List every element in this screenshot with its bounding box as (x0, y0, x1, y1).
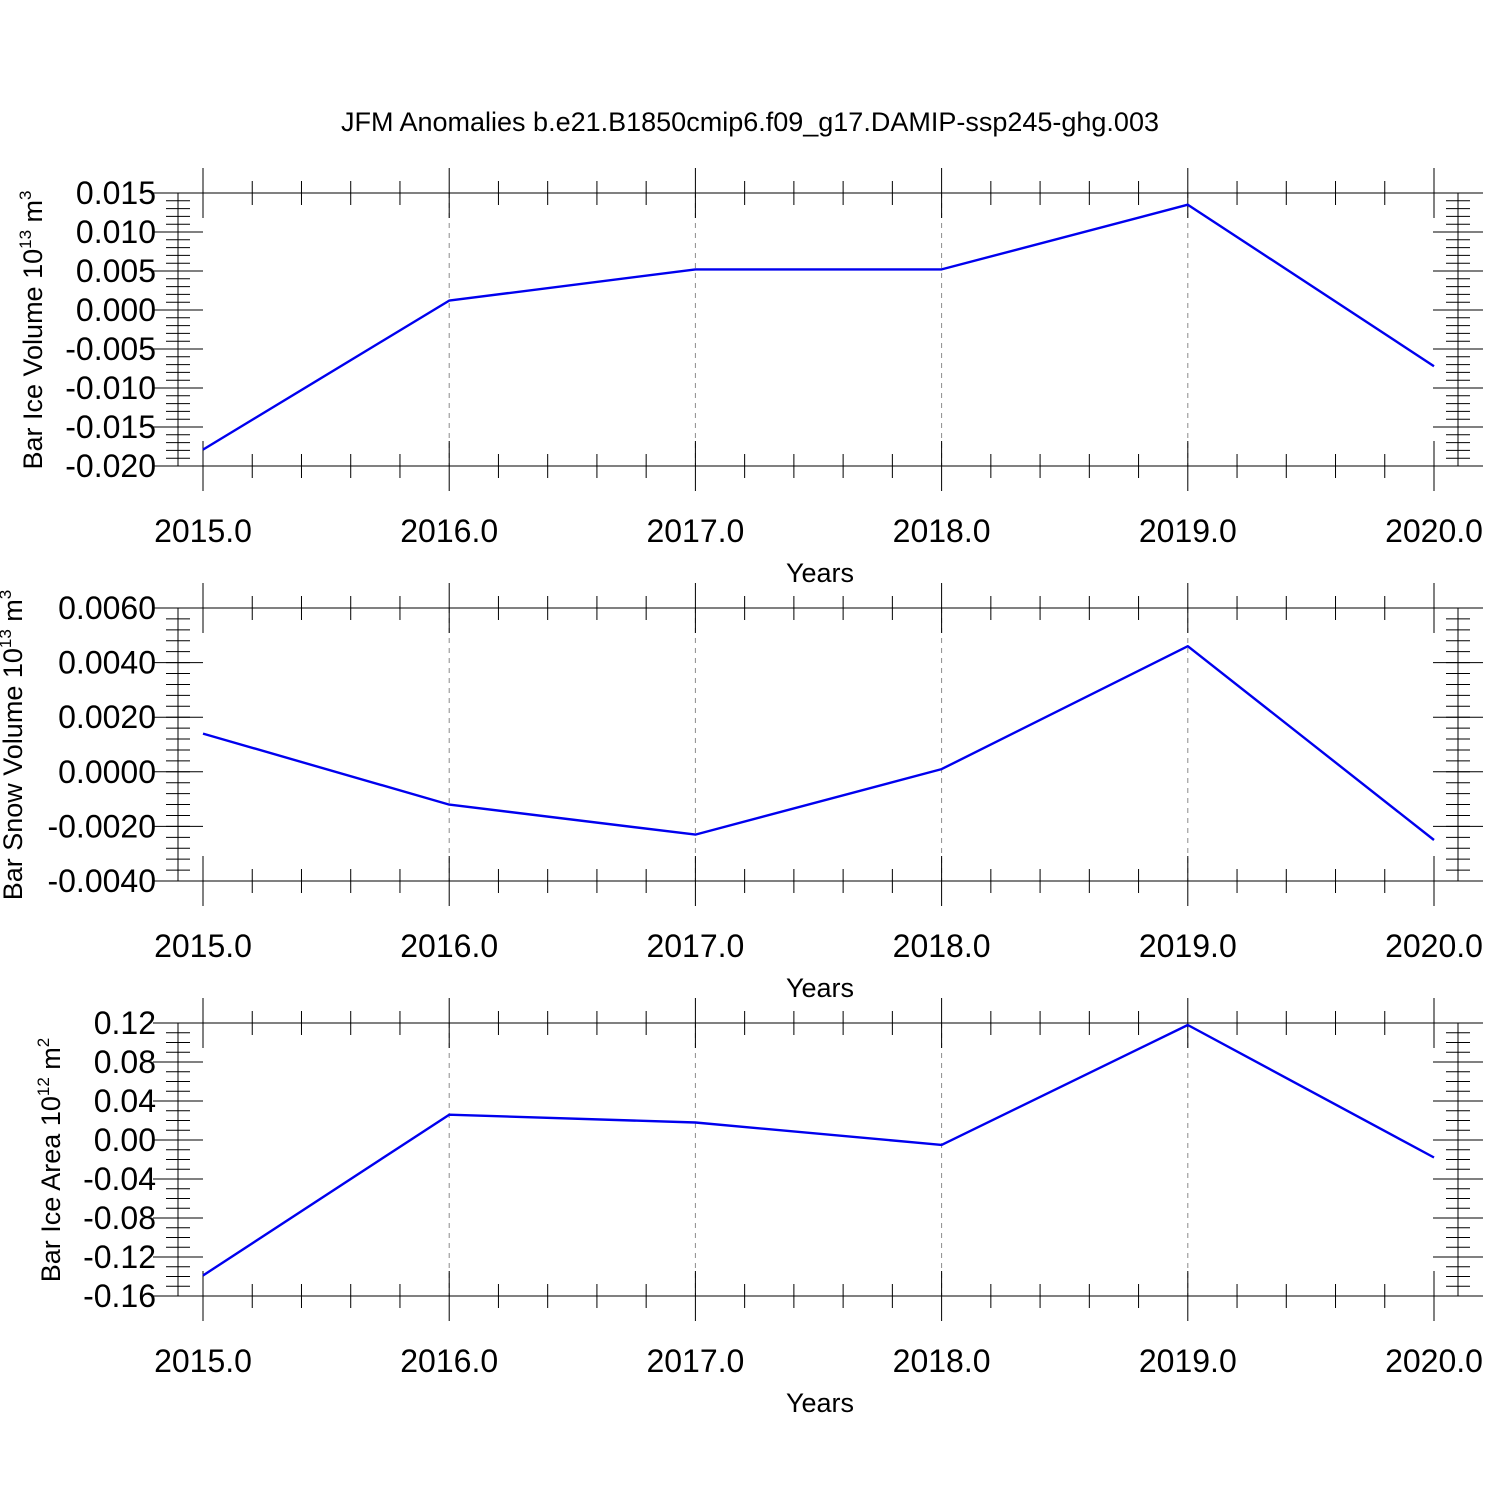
y-tick-label: 0.0020 (58, 699, 156, 735)
x-tick-label: 2017.0 (646, 928, 744, 964)
y-tick-label: -0.015 (65, 409, 156, 445)
y-tick-label: 0.015 (76, 175, 156, 211)
data-point (940, 1143, 944, 1147)
y-tick-label: -0.12 (83, 1239, 156, 1275)
x-tick-label: 2020.0 (1385, 928, 1483, 964)
x-tick-label: 2016.0 (400, 928, 498, 964)
y-tick-label: 0.08 (94, 1044, 156, 1080)
data-point (201, 448, 205, 452)
x-axis-label-ice-area: Years (786, 1388, 854, 1418)
x-tick-label: 2016.0 (400, 1343, 498, 1379)
data-point (693, 1120, 697, 1124)
data-point (201, 1274, 205, 1278)
series-line (202, 1023, 1435, 1277)
x-tick-label: 2015.0 (154, 928, 252, 964)
y-tick-label: 0.0040 (58, 645, 156, 681)
y-tick-label: -0.08 (83, 1200, 156, 1236)
y-tick-label: 0.0060 (58, 590, 156, 626)
panel-snow-volume: Bar Snow Volume 1013 m3 Years 2015.0 2016… (0, 583, 1483, 1003)
x-tick-label: 2016.0 (400, 513, 498, 549)
data-point (447, 1113, 451, 1117)
x-tick-label: 2019.0 (1139, 928, 1237, 964)
x-tick-label: 2019.0 (1139, 513, 1237, 549)
x-tick-label: 2015.0 (154, 1343, 252, 1379)
x-axis-label-ice-volume: Years (786, 558, 854, 588)
panel-ice-volume: Bar Ice Volume 1013 m3 Years 2015.0 2016.… (16, 168, 1483, 588)
y-tick-label: -0.020 (65, 448, 156, 484)
y-tick-label: 0.04 (94, 1083, 156, 1119)
data-point (1186, 644, 1190, 648)
x-tick-label: 2020.0 (1385, 1343, 1483, 1379)
data-point (1186, 1023, 1190, 1027)
x-tick-label: 2018.0 (893, 928, 991, 964)
x-tick-label: 2019.0 (1139, 1343, 1237, 1379)
data-point (1432, 1156, 1436, 1160)
y-tick-label: 0.00 (94, 1122, 156, 1158)
data-point (940, 267, 944, 271)
y-tick-label: 0.000 (76, 292, 156, 328)
data-point (940, 767, 944, 771)
data-point (693, 267, 697, 271)
y-tick-label: 0.12 (94, 1005, 156, 1041)
x-tick-label: 2017.0 (646, 513, 744, 549)
figure-title: JFM Anomalies b.e21.B1850cmip6.f09_g17.D… (341, 107, 1159, 137)
x-tick-label: 2017.0 (646, 1343, 744, 1379)
data-point (1432, 838, 1436, 842)
y-tick-label: -0.0040 (47, 863, 156, 899)
series-line (202, 203, 1435, 451)
x-tick-label: 2015.0 (154, 513, 252, 549)
y-tick-label: -0.16 (83, 1278, 156, 1314)
y-tick-label: 0.0000 (58, 754, 156, 790)
y-tick-label: 0.005 (76, 253, 156, 289)
y-tick-label: -0.04 (83, 1161, 156, 1197)
data-point (447, 299, 451, 303)
data-point (1186, 203, 1190, 207)
y-tick-label: -0.010 (65, 370, 156, 406)
x-tick-label: 2018.0 (893, 1343, 991, 1379)
x-tick-label: 2020.0 (1385, 513, 1483, 549)
y-axis-label-ice-area: Bar Ice Area 1012 m2 (34, 1038, 66, 1283)
plot-frame (177, 1022, 1459, 1297)
y-axis-label-snow-volume: Bar Snow Volume 1013 m3 (0, 590, 28, 901)
data-point (693, 833, 697, 837)
x-axis-label-snow-volume: Years (786, 973, 854, 1003)
data-point (201, 732, 205, 736)
y-tick-label: 0.010 (76, 214, 156, 250)
data-point (447, 803, 451, 807)
y-tick-label: -0.0020 (47, 808, 156, 844)
plot-frame (177, 607, 1459, 882)
y-tick-label: -0.005 (65, 331, 156, 367)
y-axis-label-ice-volume: Bar Ice Volume 1013 m3 (16, 190, 48, 469)
panel-ice-area: Bar Ice Area 1012 m2 Years 2015.0 2016.0 2… (34, 998, 1483, 1418)
x-tick-label: 2018.0 (893, 513, 991, 549)
series-line (202, 645, 1435, 841)
plot-frame (177, 192, 1459, 467)
data-point (1432, 364, 1436, 368)
